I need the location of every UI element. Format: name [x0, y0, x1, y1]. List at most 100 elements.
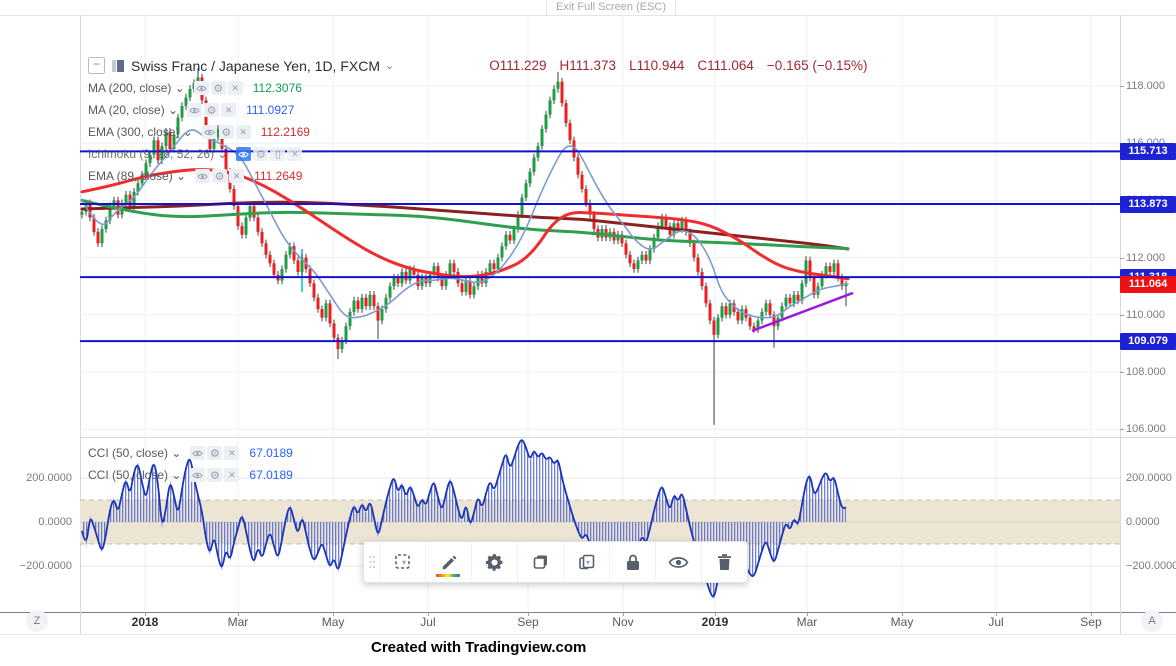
- toolbar-drag-handle[interactable]: [364, 542, 379, 582]
- indicator-label[interactable]: Ichimoku (9, 26, 52, 26) ⌄: [88, 147, 228, 161]
- cci-tick-label: 0.0000: [1126, 516, 1160, 528]
- time-axis-border: [0, 612, 1176, 613]
- settings-gear-icon[interactable]: ⚙: [207, 446, 223, 460]
- price-tick: [1120, 257, 1124, 259]
- cci-tick-label: −200.0000: [1126, 560, 1176, 572]
- drawing-toolbar: ▾ ▾ ▾: [363, 541, 748, 583]
- settings-gear-icon[interactable]: ⚙: [212, 169, 228, 183]
- time-tick-label: Mar: [227, 615, 249, 629]
- low-value: L110.944: [629, 58, 685, 73]
- time-tick: [996, 612, 998, 616]
- time-tick: [1090, 612, 1092, 616]
- cci-left-tick-label: 200.0000: [26, 472, 72, 484]
- change-value: −0.165 (−0.15%): [766, 58, 868, 73]
- indicator-value: 111.2649: [254, 169, 303, 183]
- remove-icon[interactable]: ✕: [224, 468, 240, 482]
- cci-indicator-legend: CCI (50, close) ⌄ ⚙ ✕ 67.0189 CCI (50, close…: [88, 445, 293, 489]
- time-tick: [333, 612, 335, 616]
- symbol-title[interactable]: Swiss Franc / Japanese Yen, 1D, FXCM: [131, 57, 380, 74]
- main-indicator-row-4[interactable]: EMA (89, close) ⌄ ⚙ ✕ 111.2649: [88, 168, 310, 184]
- time-tick-label: May: [321, 615, 345, 629]
- remove-icon[interactable]: ✕: [227, 81, 243, 95]
- price-tick: [1120, 314, 1124, 316]
- indicator-controls: ⚙ ✕: [193, 81, 243, 95]
- main-indicator-row-0[interactable]: MA (200, close) ⌄ ⚙ ✕ 112.3076: [88, 80, 310, 96]
- settings-gear-icon[interactable]: ⚙: [207, 468, 223, 482]
- visibility-eye-icon[interactable]: [195, 169, 211, 183]
- watermark-button[interactable]: A: [1141, 610, 1163, 632]
- visibility-button[interactable]: [655, 542, 701, 582]
- cci-left-tick-label: −200.0000: [19, 560, 72, 572]
- price-tick: [1120, 86, 1124, 87]
- main-indicator-legend: MA (200, close) ⌄ ⚙ ✕ 112.3076 MA (20, close…: [88, 80, 310, 190]
- main-indicator-row-2[interactable]: EMA (300, close) ⌄ ⚙ ✕ 112.2169: [88, 124, 310, 140]
- visibility-eye-icon[interactable]: [190, 468, 206, 482]
- time-tick: [145, 612, 146, 616]
- timezone-button[interactable]: Z: [26, 610, 48, 632]
- indicator-controls: ⚙ ✕: [201, 125, 251, 139]
- source-code-icon[interactable]: {}: [270, 147, 286, 161]
- visibility-eye-icon[interactable]: [187, 103, 203, 117]
- time-tick: [902, 612, 904, 616]
- time-tick-label: Mar: [796, 615, 818, 629]
- indicator-controls: ⚙{} ✕: [236, 147, 303, 161]
- cci-indicator-row-0[interactable]: CCI (50, close) ⌄ ⚙ ✕ 67.0189: [88, 445, 293, 461]
- time-tick: [806, 612, 808, 616]
- price-tick-label: 112.000: [1126, 251, 1165, 264]
- settings-gear-icon[interactable]: ⚙: [204, 103, 220, 117]
- settings-gear-icon[interactable]: ⚙: [218, 125, 234, 139]
- time-tick: [528, 612, 530, 616]
- duplicate-button[interactable]: ▾: [563, 542, 609, 582]
- credit-text: Created with Tradingview.com: [371, 639, 587, 656]
- delete-button[interactable]: [701, 542, 747, 582]
- remove-icon[interactable]: ✕: [235, 125, 251, 139]
- lock-button[interactable]: [609, 542, 655, 582]
- time-tick: [237, 612, 239, 616]
- instrument-icon: [112, 59, 125, 72]
- indicator-value: 111.0927: [246, 103, 295, 117]
- indicator-label[interactable]: EMA (89, close) ⌄: [88, 169, 187, 183]
- exit-fullscreen-button[interactable]: Exit Full Screen (ESC): [546, 0, 677, 16]
- time-tick: [622, 612, 624, 616]
- settings-gear-icon[interactable]: ⚙: [210, 81, 226, 95]
- time-tick: [715, 612, 717, 616]
- indicator-label[interactable]: EMA (300, close) ⌄: [88, 125, 193, 139]
- settings-button[interactable]: [471, 542, 517, 582]
- time-tick-label: Sep: [1080, 615, 1102, 629]
- selection-tool-button[interactable]: ▾: [379, 542, 425, 582]
- time-tick-label: May: [890, 615, 914, 629]
- cci-indicator-row-1[interactable]: CCI (50, close) ⌄ ⚙ ✕ 67.0189: [88, 467, 293, 483]
- collapse-pane-button[interactable]: −: [88, 57, 105, 74]
- indicator-value: 67.0189: [249, 468, 293, 482]
- indicator-value: 112.3076: [252, 81, 302, 95]
- chart-header: − Swiss Franc / Japanese Yen, 1D, FXCM ⌄…: [88, 57, 868, 74]
- remove-icon[interactable]: ✕: [224, 446, 240, 460]
- visibility-eye-icon[interactable]: [236, 147, 252, 161]
- visibility-eye-icon[interactable]: [201, 125, 217, 139]
- settings-gear-icon[interactable]: ⚙: [253, 147, 269, 161]
- main-chart-canvas[interactable]: [80, 15, 1120, 437]
- price-tick-label: 110.000: [1126, 308, 1165, 321]
- remove-icon[interactable]: ✕: [287, 147, 303, 161]
- price-axis-border: [1120, 15, 1121, 634]
- draw-tool-button[interactable]: [425, 542, 471, 582]
- indicator-label[interactable]: MA (200, close) ⌄: [88, 81, 185, 95]
- indicator-label[interactable]: CCI (50, close) ⌄: [88, 446, 182, 460]
- layers-button[interactable]: ▾: [517, 542, 563, 582]
- remove-icon[interactable]: ✕: [229, 169, 245, 183]
- main-indicator-row-3[interactable]: Ichimoku (9, 26, 52, 26) ⌄ ⚙{} ✕: [88, 146, 310, 162]
- indicator-label[interactable]: CCI (50, close) ⌄: [88, 468, 182, 482]
- visibility-eye-icon[interactable]: [190, 446, 206, 460]
- remove-icon[interactable]: ✕: [221, 103, 237, 117]
- price-tick: [1120, 429, 1124, 431]
- close-value: C111.064: [697, 58, 754, 73]
- plot-left-border: [80, 15, 81, 634]
- main-indicator-row-1[interactable]: MA (20, close) ⌄ ⚙ ✕ 111.0927: [88, 102, 310, 118]
- ohlc-readout: O111.229 H111.373 L110.944 C111.064 −0.1…: [489, 58, 867, 73]
- time-tick: [427, 612, 429, 616]
- indicator-label[interactable]: MA (20, close) ⌄: [88, 103, 179, 117]
- chevron-down-icon[interactable]: ⌄: [385, 60, 395, 72]
- pane-divider[interactable]: [80, 437, 1176, 438]
- visibility-eye-icon[interactable]: [193, 81, 209, 95]
